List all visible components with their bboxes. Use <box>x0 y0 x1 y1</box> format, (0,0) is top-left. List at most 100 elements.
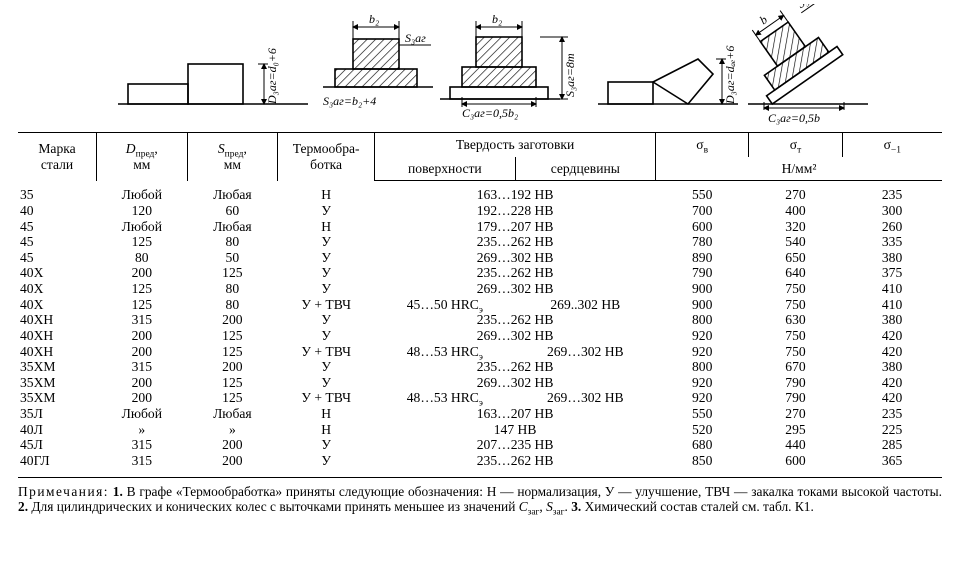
diagram-cylindrical-blank: D₃аг=d₀+6 <box>118 48 308 105</box>
table-cell: 200 <box>97 390 188 406</box>
table-bottom-rule <box>18 477 942 478</box>
table-cell: 420 <box>842 390 942 406</box>
table-cell: 800 <box>656 359 749 375</box>
table-row: 40ХН200125У269…302 HB920750420 <box>18 328 942 344</box>
table-cell: 40Л <box>18 422 97 438</box>
col-hardness-core: сердцевины <box>515 157 655 181</box>
table-cell: 35ХМ <box>18 375 97 391</box>
table-cell: 315 <box>97 312 188 328</box>
table-row: 40ГЛ315200У235…262 HB850600365 <box>18 453 942 475</box>
table-cell: 179…207 HB <box>375 219 656 235</box>
table-cell: 40ГЛ <box>18 453 97 475</box>
table-cell: 410 <box>842 297 942 313</box>
table-cell: 650 <box>749 250 842 266</box>
table-cell: 920 <box>656 344 749 360</box>
table-cell: 40ХН <box>18 312 97 328</box>
table-row: 4012060У192…228 HB700400300 <box>18 203 942 219</box>
table-cell: 420 <box>842 375 942 391</box>
dim-label: D₃аг=dₐₑ+6 <box>723 46 737 105</box>
table-cell: 200 <box>97 375 188 391</box>
table-cell: 269…302 HB <box>375 281 656 297</box>
table-cell: Любой <box>97 406 188 422</box>
table-row: 40ХН200125У + ТВЧ48…53 HRCэ269…302 HB920… <box>18 344 942 360</box>
table-cell: 125 <box>187 375 278 391</box>
table-cell: 163…192 HB <box>375 181 656 203</box>
table-cell: У <box>278 328 375 344</box>
table-cell: 900 <box>656 297 749 313</box>
table-row: 458050У269…302 HB890650380 <box>18 250 942 266</box>
table-cell: 35Л <box>18 406 97 422</box>
col-treat: Термообра-ботка <box>278 133 375 181</box>
table-cell: 125 <box>187 390 278 406</box>
col-sigma-v: σв <box>656 133 749 157</box>
col-sigma-t: σт <box>749 133 842 157</box>
table-cell: 640 <box>749 265 842 281</box>
table-row: 40Х12580У + ТВЧ45…50 HRCэ269..302 HB9007… <box>18 297 942 313</box>
table-cell: 80 <box>187 297 278 313</box>
table-cell: 920 <box>656 328 749 344</box>
table-cell: 45 <box>18 234 97 250</box>
table-cell: 200 <box>187 453 278 475</box>
table-cell: 790 <box>749 390 842 406</box>
table-cell: 125 <box>97 234 188 250</box>
table-cell: 890 <box>656 250 749 266</box>
table-row: 40Х12580У269…302 HB900750410 <box>18 281 942 297</box>
table-cell: У <box>278 359 375 375</box>
table-cell: 750 <box>749 297 842 313</box>
dim-label: D₃аг=d₀+6 <box>265 48 279 105</box>
table-cell: У <box>278 234 375 250</box>
table-cell: 50 <box>187 250 278 266</box>
table-cell: 80 <box>187 281 278 297</box>
steel-grades-table: Марка стали Dпред,мм Sпред,мм Термообра-… <box>18 132 942 475</box>
dim-label: b₂ <box>492 12 502 26</box>
table-cell: 380 <box>842 250 942 266</box>
table-cell: 80 <box>97 250 188 266</box>
table-cell: 260 <box>842 219 942 235</box>
table-row: 35ХМ315200У235…262 HB800670380 <box>18 359 942 375</box>
table-cell: У <box>278 265 375 281</box>
table-cell: 125 <box>97 281 188 297</box>
col-d: Dпред,мм <box>97 133 188 181</box>
col-grade: Марка стали <box>18 133 97 181</box>
table-row: 45Л315200У207…235 HB680440285 <box>18 437 942 453</box>
table-cell: Любая <box>187 406 278 422</box>
table-cell: 80 <box>187 234 278 250</box>
table-row: 35ЛюбойЛюбаяН163…192 HB550270235 <box>18 181 942 203</box>
table-cell: 235…262 HB <box>375 234 656 250</box>
table-row: 40ХН315200У235…262 HB800630380 <box>18 312 942 328</box>
table-cell: 315 <box>97 453 188 475</box>
table-cell: 800 <box>656 312 749 328</box>
table-cell: У <box>278 250 375 266</box>
table-cell: 45 <box>18 250 97 266</box>
table-cell: 900 <box>656 281 749 297</box>
table-cell: 520 <box>656 422 749 438</box>
table-cell: 269…302 HB <box>515 390 655 406</box>
engineering-diagrams: D₃аг=d₀+6 b₂ S₃аг S₃аг=b₂+4 b₂ S₃аг=8m C… <box>18 4 942 132</box>
table-cell: 235 <box>842 406 942 422</box>
table-row: 40Л»»Н147 HB520295225 <box>18 422 942 438</box>
table-cell: 235…262 HB <box>375 453 656 475</box>
table-cell: 40ХН <box>18 344 97 360</box>
table-row: 40Х200125У235…262 HB790640375 <box>18 265 942 281</box>
table-header: Марка стали Dпред,мм Sпред,мм Термообра-… <box>18 133 942 181</box>
table-cell: 125 <box>187 344 278 360</box>
table-cell: 920 <box>656 375 749 391</box>
diagram-angled-section: b S₃аг=8mₑ C₃аг=0,5b <box>726 4 875 125</box>
table-cell: 540 <box>749 234 842 250</box>
table-cell: 750 <box>749 328 842 344</box>
dim-label: S₃аг=8mₑ <box>794 4 840 11</box>
table-cell: 920 <box>656 390 749 406</box>
table-cell: Любая <box>187 181 278 203</box>
table-cell: 750 <box>749 344 842 360</box>
table-cell: 207…235 HB <box>375 437 656 453</box>
table-cell: 200 <box>97 344 188 360</box>
table-cell: 400 <box>749 203 842 219</box>
table-cell: Любая <box>187 219 278 235</box>
table-cell: 269…302 HB <box>375 328 656 344</box>
table-cell: 550 <box>656 406 749 422</box>
dim-label: C₃аг=0,5b <box>768 111 820 125</box>
table-cell: 380 <box>842 312 942 328</box>
table-cell: У <box>278 281 375 297</box>
table-cell: 295 <box>749 422 842 438</box>
table-cell: 335 <box>842 234 942 250</box>
